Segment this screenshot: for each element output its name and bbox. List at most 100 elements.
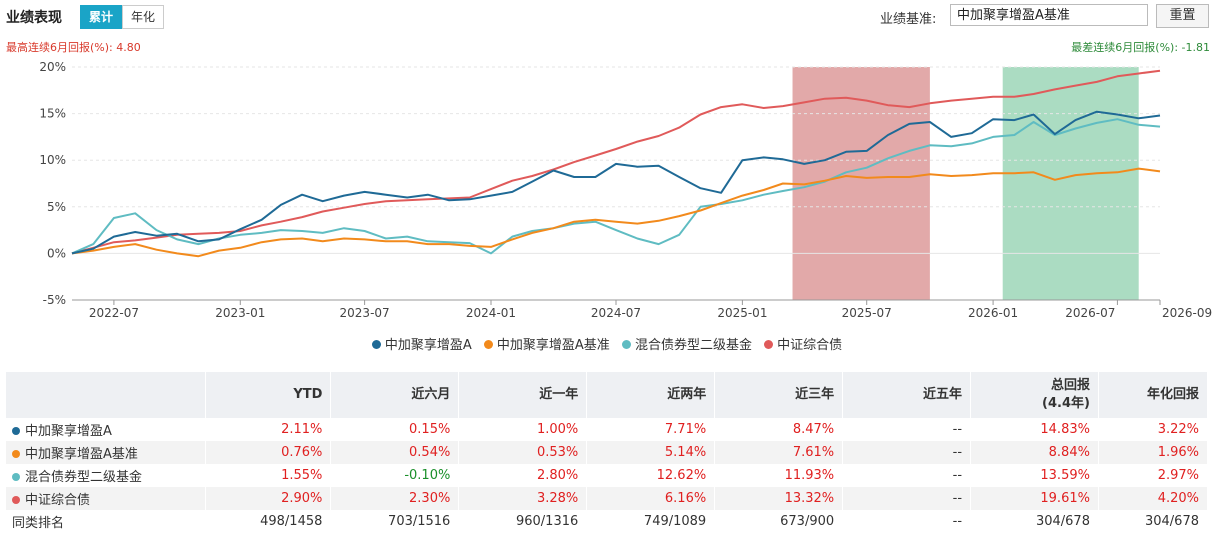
cell-total: 14.83% [970, 418, 1099, 441]
benchmark-select[interactable]: 中加聚享增盈A基准 [950, 4, 1148, 26]
cell-5y: -- [842, 464, 972, 487]
x-tick-label: 2024-07 [591, 306, 641, 320]
x-tick-label: 2022-07 [89, 306, 139, 320]
tab-annualized[interactable]: 年化 [122, 5, 165, 29]
cell-1y: 2.80% [458, 464, 588, 487]
performance-chart: 20% 15% 10% 5% 0% -5% 2022-07 2023-01 2023-07 202… [39, 60, 1212, 320]
table-row-fund: 中加聚享增盈A 2.11% 0.15% 1.00% 7.71% 8.47% --… [6, 418, 1209, 441]
rank-3y: 673/900 [714, 510, 844, 533]
header-5y: 近五年 [842, 372, 972, 418]
rank-5y: -- [842, 510, 972, 533]
top-bar: 业绩表现 累计 年化 业绩基准: 中加聚享增盈A基准 重置 [0, 0, 1214, 32]
row-dot-peer [12, 472, 20, 481]
cell-5y: -- [842, 418, 972, 441]
cell-annual: 4.20% [1098, 487, 1209, 510]
cell-2y: 7.71% [586, 418, 716, 441]
header-1y: 近一年 [458, 372, 588, 418]
series-line-fund [71, 110, 1161, 255]
row-dot-bench [12, 449, 20, 458]
reset-button[interactable]: 重置 [1156, 4, 1209, 28]
cell-2y: 6.16% [586, 487, 716, 510]
cell-1y: 1.00% [458, 418, 588, 441]
cell-6m: 2.30% [330, 487, 460, 510]
header-name [6, 372, 207, 418]
x-tick-label: 2024-01 [466, 306, 516, 320]
row-name: 混合债券型二级基金 [25, 470, 143, 485]
worst-6m-return-note: 最差连续6月回报(%): -1.81 [1071, 41, 1210, 54]
y-tick-label: 5% [47, 200, 66, 214]
row-name: 中加聚享增盈A [25, 424, 112, 439]
table-row-bench: 中加聚享增盈A基准 0.76% 0.54% 0.53% 5.14% 7.61% … [6, 441, 1209, 464]
table-row-rank: 同类排名 498/1458 703/1516 960/1316 749/1089… [6, 510, 1209, 533]
legend-label-bench: 中加聚享增盈A基准 [496, 338, 610, 353]
cell-total: 13.59% [970, 464, 1099, 487]
benchmark-label: 业绩基准: [880, 12, 937, 27]
rank-2y: 749/1089 [586, 510, 716, 533]
cell-6m: 0.15% [330, 418, 460, 441]
rank-total: 304/678 [970, 510, 1099, 533]
series-line-peer [71, 118, 1161, 255]
table-header-row: YTD 近六月 近一年 近两年 近三年 近五年 总回报 (4.4年) 年化回报 [6, 372, 1209, 418]
y-tick-label: 10% [39, 153, 66, 167]
cell-ytd: 2.11% [205, 418, 332, 441]
series-line-bench [71, 167, 1161, 258]
row-name-cell[interactable]: 中加聚享增盈A [6, 418, 207, 441]
cell-annual: 3.22% [1098, 418, 1209, 441]
mode-tabs: 累计 年化 [80, 5, 165, 29]
legend-label-bond: 中证综合债 [777, 338, 843, 353]
legend-item-bench[interactable]: 中加聚享增盈A基准 [483, 334, 610, 353]
cell-6m: -0.10% [330, 464, 460, 487]
x-tick-label: 2026-09 [1162, 306, 1212, 320]
x-tick-label: 2026-07 [1065, 306, 1115, 320]
legend-dot-bench [483, 340, 493, 349]
tab-cumulative[interactable]: 累计 [80, 5, 123, 29]
row-name-cell[interactable]: 混合债券型二级基金 [6, 464, 207, 487]
cell-3y: 8.47% [714, 418, 844, 441]
y-tick-label: -5% [43, 293, 66, 307]
legend-dot-bond [764, 340, 774, 349]
rank-annual: 304/678 [1098, 510, 1209, 533]
cell-annual: 1.96% [1098, 441, 1209, 464]
header-3y: 近三年 [714, 372, 844, 418]
page-title: 业绩表现 [6, 10, 62, 26]
header-total-label: 总回报 [1050, 378, 1090, 393]
cell-annual: 2.97% [1098, 464, 1209, 487]
y-tick-label: 15% [39, 107, 66, 121]
header-6m: 近六月 [330, 372, 460, 418]
row-name-cell[interactable]: 中证综合债 [6, 487, 207, 510]
rank-name: 同类排名 [6, 510, 207, 533]
cell-ytd: 2.90% [205, 487, 332, 510]
x-tick-label: 2025-01 [717, 306, 767, 320]
cell-3y: 11.93% [714, 464, 844, 487]
legend-dot-fund [371, 340, 381, 349]
row-dot-fund [12, 426, 20, 435]
header-ytd: YTD [205, 372, 332, 418]
x-tick-label: 2026-01 [968, 306, 1018, 320]
cell-5y: -- [842, 441, 972, 464]
legend-item-peer[interactable]: 混合债券型二级基金 [621, 334, 752, 353]
rank-1y: 960/1316 [458, 510, 588, 533]
series-line-bond [71, 69, 1161, 255]
cell-3y: 7.61% [714, 441, 844, 464]
table-row-peer: 混合债券型二级基金 1.55% -0.10% 2.80% 12.62% 11.9… [6, 464, 1209, 487]
table-row-bond: 中证综合债 2.90% 2.30% 3.28% 6.16% 13.32% -- … [6, 487, 1209, 510]
header-annual: 年化回报 [1098, 372, 1209, 418]
legend-item-fund[interactable]: 中加聚享增盈A [371, 334, 472, 353]
row-dot-bond [12, 495, 20, 504]
header-2y: 近两年 [586, 372, 716, 418]
x-tick-label: 2023-07 [340, 306, 390, 320]
header-total: 总回报 (4.4年) [970, 372, 1099, 418]
cell-1y: 3.28% [458, 487, 588, 510]
chart-legend: 中加聚享增盈A 中加聚享增盈A基准 混合债券型二级基金 中证综合债 [0, 334, 1214, 353]
cell-1y: 0.53% [458, 441, 588, 464]
legend-item-bond[interactable]: 中证综合债 [764, 334, 842, 353]
highlight-band-worst [1002, 67, 1139, 300]
x-tick-label: 2023-01 [215, 306, 265, 320]
y-tick-label: 0% [47, 246, 66, 260]
row-name: 中证综合债 [25, 493, 91, 508]
row-name: 中加聚享增盈A基准 [25, 447, 138, 462]
cell-5y: -- [842, 487, 972, 510]
cell-total: 8.84% [970, 441, 1099, 464]
x-tick-label: 2025-07 [842, 306, 892, 320]
row-name-cell[interactable]: 中加聚享增盈A基准 [6, 441, 207, 464]
